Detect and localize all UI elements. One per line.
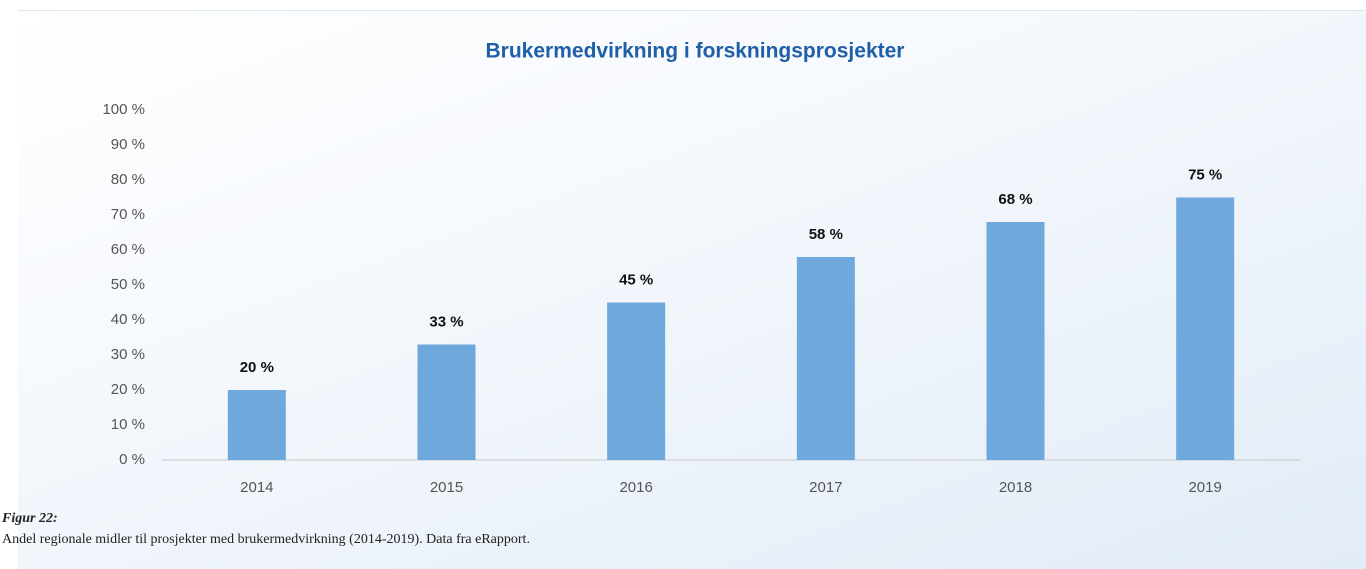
chart-title: Brukermedvirkning i forskningsprosjekter bbox=[486, 40, 905, 63]
x-tick-label: 2015 bbox=[430, 479, 463, 496]
figure-caption: Andel regionale midler til prosjekter me… bbox=[2, 532, 530, 547]
y-tick-label: 0 % bbox=[119, 451, 145, 468]
y-tick-label: 100 % bbox=[102, 101, 145, 118]
bar bbox=[417, 344, 476, 460]
data-label: 58 % bbox=[809, 226, 843, 243]
chart-panel bbox=[18, 10, 1366, 569]
y-tick-label: 20 % bbox=[111, 381, 145, 398]
x-tick-label: 2016 bbox=[619, 479, 652, 496]
y-tick-label: 50 % bbox=[111, 276, 145, 293]
data-label: 33 % bbox=[429, 313, 463, 330]
bar bbox=[986, 222, 1045, 460]
x-tick-label: 2019 bbox=[1188, 479, 1221, 496]
figure-label: Figur 22: bbox=[1, 511, 58, 526]
x-tick-label: 2017 bbox=[809, 479, 842, 496]
y-tick-label: 90 % bbox=[111, 136, 145, 153]
y-tick-label: 60 % bbox=[111, 241, 145, 258]
y-tick-label: 10 % bbox=[111, 416, 145, 433]
x-tick-label: 2018 bbox=[999, 479, 1032, 496]
x-tick-label: 2014 bbox=[240, 479, 273, 496]
data-label: 45 % bbox=[619, 271, 653, 288]
bar bbox=[1176, 197, 1235, 460]
bar bbox=[607, 302, 666, 460]
data-label: 75 % bbox=[1188, 166, 1222, 183]
y-tick-label: 30 % bbox=[111, 346, 145, 363]
data-label: 68 % bbox=[998, 191, 1032, 208]
y-tick-label: 70 % bbox=[111, 206, 145, 223]
bar bbox=[796, 257, 855, 460]
data-label: 20 % bbox=[240, 359, 274, 376]
y-tick-label: 40 % bbox=[111, 311, 145, 328]
bar bbox=[227, 390, 286, 460]
y-tick-label: 80 % bbox=[111, 171, 145, 188]
